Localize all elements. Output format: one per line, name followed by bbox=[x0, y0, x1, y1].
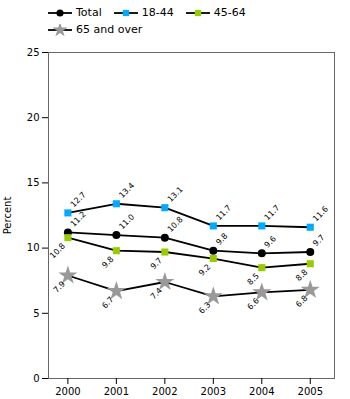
svg-text:6.6: 6.6 bbox=[246, 296, 261, 311]
html-text:18-44: 18-44 bbox=[141, 6, 174, 19]
svg-text:9.7: 9.7 bbox=[311, 233, 326, 248]
svg-text:11.2: 11.2 bbox=[69, 210, 88, 229]
svg-text:2001: 2001 bbox=[104, 386, 129, 397]
svg-text:20: 20 bbox=[27, 112, 40, 123]
svg-text:10: 10 bbox=[27, 242, 40, 253]
svg-text:9.6: 9.6 bbox=[263, 234, 278, 249]
svg-text:2003: 2003 bbox=[201, 386, 226, 397]
svg-text:11.0: 11.0 bbox=[117, 212, 136, 231]
svg-text:11.7: 11.7 bbox=[263, 203, 282, 222]
svg-text:5: 5 bbox=[33, 308, 39, 319]
svg-text:7.9: 7.9 bbox=[52, 279, 67, 294]
html-text:Total: Total bbox=[76, 6, 102, 19]
svg-text:11.6: 11.6 bbox=[311, 205, 330, 224]
svg-text:12.7: 12.7 bbox=[69, 190, 88, 209]
svg-text:10.8: 10.8 bbox=[166, 215, 185, 234]
svg-text:7.4: 7.4 bbox=[149, 286, 164, 301]
svg-text:6.3: 6.3 bbox=[197, 300, 212, 315]
svg-text:9.8: 9.8 bbox=[100, 255, 115, 270]
svg-text:9.8: 9.8 bbox=[214, 232, 229, 247]
svg-text:0: 0 bbox=[33, 373, 39, 384]
svg-text:6.8: 6.8 bbox=[294, 294, 309, 309]
svg-text:8.8: 8.8 bbox=[294, 268, 309, 283]
svg-text:2005: 2005 bbox=[298, 386, 323, 397]
svg-text:13.1: 13.1 bbox=[166, 185, 185, 204]
svg-text:9.2: 9.2 bbox=[197, 262, 212, 277]
html-text:65 and over: 65 and over bbox=[76, 23, 143, 36]
svg-text:2002: 2002 bbox=[152, 386, 177, 397]
svg-text:15: 15 bbox=[27, 177, 40, 188]
svg-text:10.8: 10.8 bbox=[48, 242, 67, 261]
svg-text:9.7: 9.7 bbox=[149, 256, 164, 271]
svg-text:6.7: 6.7 bbox=[100, 295, 115, 310]
svg-text:13.4: 13.4 bbox=[117, 181, 136, 200]
svg-text:8.5: 8.5 bbox=[246, 272, 261, 287]
html-text:45-64: 45-64 bbox=[213, 6, 246, 19]
svg-text:11.7: 11.7 bbox=[214, 203, 233, 222]
svg-text:2000: 2000 bbox=[55, 386, 80, 397]
svg-text:2004: 2004 bbox=[249, 386, 274, 397]
svg-text:25: 25 bbox=[27, 47, 40, 58]
svg-text:Percent: Percent bbox=[2, 197, 13, 235]
